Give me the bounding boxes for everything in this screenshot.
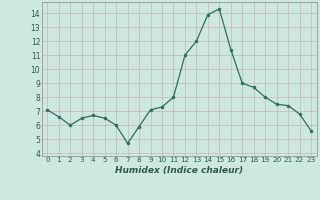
X-axis label: Humidex (Indice chaleur): Humidex (Indice chaleur): [115, 166, 243, 175]
